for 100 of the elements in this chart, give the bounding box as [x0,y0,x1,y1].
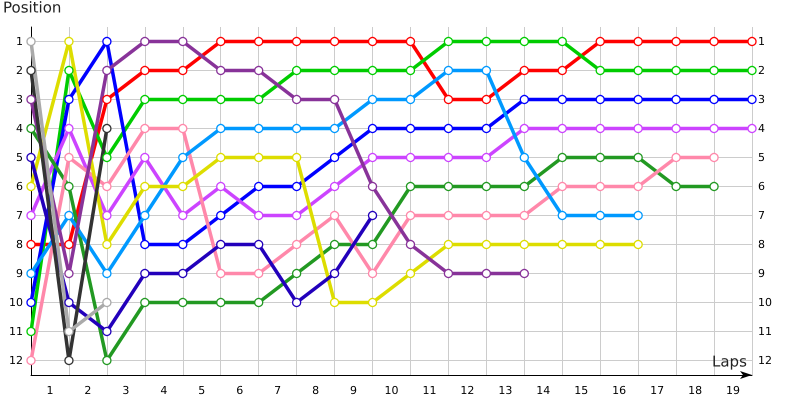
point [596,36,605,46]
point [292,152,302,162]
point [178,66,188,76]
point [368,36,378,46]
point [406,210,416,220]
point [368,268,378,278]
y2-tick-label: 4 [758,122,765,135]
x-tick-label: 18 [688,384,702,397]
point [671,124,681,134]
y-tick-label: 4 [16,122,23,135]
point [330,182,340,192]
point [406,36,416,46]
point [140,124,150,134]
point [634,182,643,192]
point [406,152,416,162]
point [216,240,226,250]
point [634,124,643,134]
point [634,210,643,220]
point [102,298,112,308]
point [406,240,416,250]
point [368,66,378,76]
point [178,94,188,104]
point [596,66,605,76]
point [330,152,340,162]
point [558,66,567,76]
point [482,124,492,134]
y2-tick-label: 5 [758,151,765,164]
point [178,210,188,220]
point [558,94,567,104]
point [709,152,719,162]
point [64,36,74,46]
y2-tick-label: 7 [758,209,765,222]
point [64,94,74,104]
point [254,240,264,250]
point [444,124,454,134]
point [482,66,492,76]
point [254,66,264,76]
point [26,240,36,250]
point [596,240,605,250]
y-tick-label: 10 [9,296,23,309]
point [368,124,378,134]
y2-tick-label: 3 [758,93,765,106]
y2-tick-label: 12 [758,354,772,367]
point [292,94,302,104]
y-tick-label: 8 [16,238,23,251]
point [26,66,36,76]
point [254,268,264,278]
point [64,182,74,192]
point [102,124,112,134]
point [520,36,529,46]
point [671,36,681,46]
point [596,152,605,162]
point [64,152,74,162]
point [368,94,378,104]
point [444,210,454,220]
y-tick-label: 2 [16,64,23,77]
y2-tick-label: 10 [758,296,772,309]
point [444,94,454,104]
point [140,66,150,76]
point [64,268,74,278]
point [102,268,112,278]
point [747,94,757,104]
y2-tick-label: 8 [758,238,765,251]
point [140,298,150,308]
point [102,182,112,192]
point [558,124,567,134]
point [747,66,757,76]
point [709,36,719,46]
point [254,210,264,220]
point [444,36,454,46]
point [406,182,416,192]
y-tick-label: 6 [16,180,23,193]
point [520,152,529,162]
point [102,152,112,162]
point [64,326,74,336]
point [368,298,378,308]
point [216,66,226,76]
point [140,268,150,278]
point [26,152,36,162]
point [558,36,567,46]
point [26,268,36,278]
point [26,94,36,104]
point [444,152,454,162]
point [482,152,492,162]
x-axis-title: Laps [712,352,748,370]
point [26,36,36,46]
y2-tick-label: 1 [758,35,765,48]
point [634,94,643,104]
point [292,210,302,220]
point [330,298,340,308]
point [216,210,226,220]
point [709,124,719,134]
point [292,240,302,250]
point [520,182,529,192]
point [64,124,74,134]
x-tick-label: 7 [274,384,282,397]
x-tick-label: 3 [122,384,130,397]
point [634,36,643,46]
point [406,94,416,104]
x-tick-label: 13 [498,384,512,397]
